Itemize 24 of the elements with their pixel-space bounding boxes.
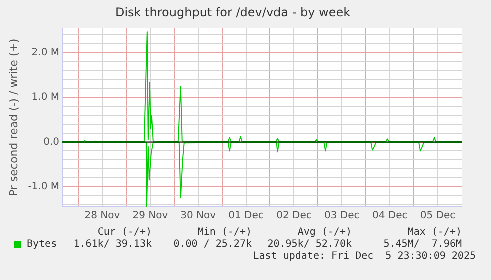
text: 0.00 / 25.27k	[174, 239, 252, 250]
text: 20.95k/ 52.70k	[268, 239, 352, 250]
y-axis-title: Pr second read (-) / write (+)	[7, 38, 20, 197]
text: Last update: Fri Dec 5 23:30:09 2025	[253, 251, 476, 262]
x-tick-label: 01 Dec	[228, 210, 264, 222]
x-tick-label: 30 Nov	[180, 210, 216, 222]
text: Max (-/+)	[408, 227, 462, 238]
x-tick-label: 02 Dec	[276, 210, 312, 222]
y-tick-label: 2.0 M	[32, 48, 60, 59]
x-tick-label: 05 Dec	[420, 210, 456, 222]
x-tick-label: 04 Dec	[372, 210, 408, 222]
text: Min (-/+)	[198, 227, 252, 238]
y-tick-label: -1.0 M	[28, 182, 60, 192]
x-tick-label: 03 Dec	[324, 210, 360, 222]
chart-title: Disk throughput for /dev/vda - by week	[115, 5, 351, 20]
text: Avg (-/+)	[298, 227, 352, 238]
x-tick-label: 28 Nov	[84, 210, 120, 222]
y-tick-label: 1.0 M	[32, 92, 60, 104]
text: 5.45M/ 7.96M	[384, 239, 462, 250]
text: 1.61k/ 39.13k	[74, 239, 152, 250]
x-tick-label: 29 Nov	[132, 210, 168, 222]
text: Cur (-/+)	[98, 227, 152, 238]
legend-label: Bytes	[27, 239, 58, 250]
y-tick-label: 0.0	[44, 136, 60, 148]
